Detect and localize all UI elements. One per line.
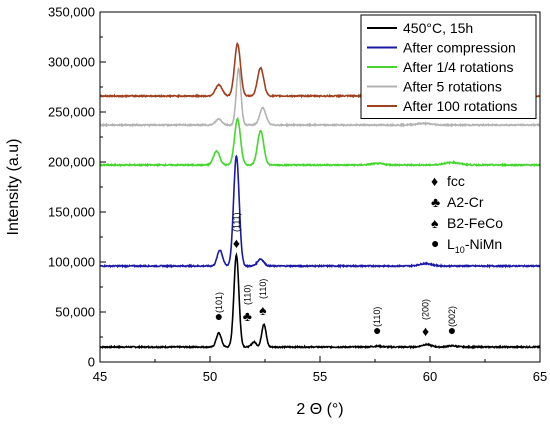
y-tick-label: 200,000 <box>48 155 95 170</box>
peak-hkl-label: (002) <box>447 306 457 327</box>
x-tick-label: 60 <box>423 369 437 384</box>
phase-symbol: ♠ <box>431 215 439 231</box>
phase-label: A2-Cr <box>447 194 484 210</box>
series-legend: 450°C, 15h After compression After 1/4 rot… <box>360 14 537 119</box>
peak-hkl-label: (110) <box>242 285 252 305</box>
y-tick-label: 150,000 <box>48 205 95 220</box>
x-tick-label: 50 <box>203 369 217 384</box>
peak-hkl-label: (200) <box>421 299 431 320</box>
peak-symbol: ● <box>215 308 223 324</box>
phase-label: L10-NiMn <box>447 236 502 255</box>
legend-label: After 5 rotations <box>403 79 502 95</box>
series-line-1 <box>99 154 541 269</box>
y-tick-label: 250,000 <box>48 105 95 120</box>
legend-label: After 100 rotations <box>403 98 517 114</box>
annotation-layer: ●(101)♦(111)♣(110)♠(110)●(110)♦(200)●(00… <box>214 212 457 339</box>
phase-symbol: ♣ <box>431 194 440 210</box>
phase-symbol: ● <box>431 235 439 251</box>
x-tick-label: 55 <box>313 369 327 384</box>
y-tick-label: 300,000 <box>48 55 95 70</box>
peak-hkl-label: (111) <box>231 212 241 232</box>
x-tick-label: 65 <box>533 369 547 384</box>
series-line-0 <box>99 251 541 350</box>
phase-legend: ♦ fcc ♣ A2-Cr ♠ B2-FeCo ● L10-NiMn <box>425 170 535 260</box>
legend-label: After 1/4 rotations <box>403 59 514 75</box>
phase-legend-box <box>425 170 535 260</box>
y-tick-label: 350,000 <box>48 5 95 20</box>
legend-label: 450°C, 15h <box>403 20 473 36</box>
peak-symbol: ♦ <box>422 323 429 339</box>
axes-layer: 45 50 55 60 65 0 50,000 100,000 150,000 200,000 25… <box>48 5 547 385</box>
series-line-2 <box>99 116 541 168</box>
phase-symbol: ♦ <box>431 173 438 189</box>
x-axis-title: 2 Θ (°) <box>296 401 343 418</box>
x-tick-label: 45 <box>93 369 107 384</box>
y-tick-label: 100,000 <box>48 255 95 270</box>
y-axis-title: Intensity (a.u) <box>5 139 22 236</box>
peak-symbol: ● <box>373 322 381 338</box>
legend-label: After compression <box>403 40 516 56</box>
peak-hkl-label: (110) <box>372 307 382 327</box>
peak-symbol: ● <box>448 322 456 338</box>
peak-symbol: ♣ <box>243 308 252 324</box>
series-layer <box>99 41 541 350</box>
peak-hkl-label: (110) <box>258 279 268 299</box>
y-tick-label: 0 <box>88 355 95 370</box>
peak-symbol: ♦ <box>233 235 240 251</box>
peak-hkl-label: (101) <box>214 292 224 313</box>
series-line-3 <box>99 66 541 128</box>
peak-symbol: ♠ <box>259 302 267 318</box>
y-tick-label: 50,000 <box>55 305 95 320</box>
phase-label: fcc <box>447 173 465 189</box>
phase-label: B2-FeCo <box>447 215 503 231</box>
